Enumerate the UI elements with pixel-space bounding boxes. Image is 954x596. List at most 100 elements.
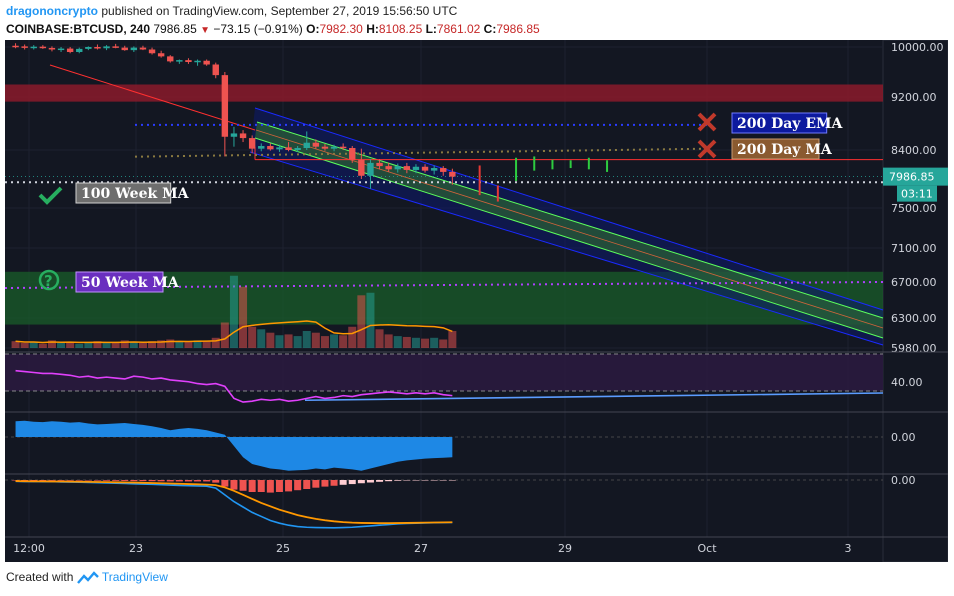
volume-bar bbox=[47, 340, 56, 348]
volume-bar bbox=[239, 286, 248, 348]
macd-hist-bar bbox=[321, 480, 329, 487]
volume-bar bbox=[84, 342, 93, 348]
macd-hist-bar bbox=[39, 480, 47, 481]
macd-hist-bar bbox=[166, 480, 174, 482]
published-text: published on TradingView.com, September … bbox=[101, 4, 458, 18]
tradingview-brand[interactable]: TradingView bbox=[101, 570, 168, 584]
time-tick-label: 23 bbox=[129, 542, 143, 555]
candle-body bbox=[330, 146, 338, 149]
macd-hist-bar bbox=[421, 480, 429, 481]
volume-bar bbox=[393, 336, 402, 348]
wma100-label: 100 Week MA bbox=[75, 182, 190, 204]
wma50-label-box bbox=[75, 271, 164, 293]
macd-hist-bar bbox=[275, 480, 283, 492]
volume-bar bbox=[302, 331, 311, 348]
candle-body bbox=[48, 47, 56, 50]
macd-hist-bar bbox=[357, 480, 365, 484]
macd-hist-bar bbox=[348, 480, 356, 485]
price-tick-label: 9200.00 bbox=[891, 91, 937, 104]
macd-hist-bar bbox=[312, 480, 320, 488]
countdown-tag bbox=[897, 185, 937, 202]
footer: Created with TradingView bbox=[6, 570, 168, 585]
ema200-label-text: 200 Day EMA bbox=[737, 116, 843, 132]
macd-hist-bar bbox=[21, 480, 29, 481]
candle-body bbox=[167, 56, 174, 62]
price-tick-label: 5980.00 bbox=[891, 342, 937, 355]
candle-body bbox=[294, 148, 301, 150]
candle-body bbox=[285, 147, 292, 150]
candle-body bbox=[139, 47, 147, 50]
candle-body bbox=[321, 146, 329, 149]
countdown-text: 03:11 bbox=[901, 188, 933, 201]
macd-hist-bar bbox=[175, 480, 183, 482]
volume-bar bbox=[75, 343, 84, 348]
price-tick-label: 6300.00 bbox=[891, 312, 937, 325]
author-name[interactable]: dragononcrypto bbox=[6, 4, 98, 18]
projected-candles bbox=[478, 156, 609, 202]
channel-top-line bbox=[254, 107, 884, 311]
ema200-label: 200 Day EMA bbox=[731, 112, 843, 134]
candle-body bbox=[239, 133, 247, 139]
red-resistance-zone bbox=[5, 84, 883, 102]
volume-bar bbox=[439, 339, 448, 348]
macd-hist-bar bbox=[376, 480, 384, 482]
candle-body bbox=[358, 159, 365, 176]
macd-hist-bar bbox=[121, 480, 129, 481]
volume-bar bbox=[402, 336, 411, 348]
candle-body bbox=[449, 171, 456, 177]
volume-bar bbox=[357, 295, 366, 348]
candle-body bbox=[258, 146, 265, 149]
volume-bar bbox=[129, 342, 138, 348]
volume-bar bbox=[384, 334, 393, 348]
wma100-label-box bbox=[75, 182, 172, 204]
oscillator-area bbox=[15, 420, 453, 471]
last-price-tag bbox=[883, 167, 948, 186]
volume-bar bbox=[66, 342, 75, 348]
volume-bar bbox=[20, 342, 29, 348]
wma50-label-text: 50 Week MA bbox=[81, 275, 180, 291]
candle-body bbox=[303, 142, 310, 149]
volume-bar bbox=[57, 342, 66, 348]
macd-hist-bar bbox=[266, 480, 274, 493]
volume-bar bbox=[348, 326, 357, 348]
candle-body bbox=[403, 166, 411, 170]
candle-body bbox=[94, 47, 101, 49]
open-value: 7982.30 bbox=[319, 22, 363, 36]
volume-bar bbox=[148, 341, 157, 348]
volume-bar bbox=[284, 334, 293, 348]
volume-bar bbox=[320, 336, 329, 348]
rsi-tick-label: 40.00 bbox=[891, 376, 923, 389]
open-label: O: bbox=[306, 22, 320, 36]
macd-hist-bar bbox=[303, 480, 311, 489]
low-value: 7861.02 bbox=[436, 22, 481, 36]
wma50-line bbox=[5, 281, 884, 289]
candle-body bbox=[176, 60, 183, 62]
price-tick-label: 10000.00 bbox=[891, 41, 944, 54]
ma200-x-icon bbox=[697, 139, 717, 159]
candle-body bbox=[385, 166, 392, 170]
macd-hist-bar bbox=[430, 480, 438, 481]
ema200-x-icon-stroke bbox=[697, 112, 717, 132]
question-glyph: ? bbox=[44, 272, 53, 290]
rsi-trendline bbox=[304, 392, 884, 402]
time-tick-label: 3 bbox=[845, 542, 852, 555]
macd-hist-bar bbox=[339, 480, 347, 485]
macd-hist-bar bbox=[75, 480, 83, 481]
volume-bar bbox=[120, 340, 129, 348]
volume-bar bbox=[375, 329, 384, 348]
macd-hist-bar bbox=[12, 480, 20, 481]
trading-chart[interactable]: 200 Day EMA 200 Day MA 100 Week MA 50 Week … bbox=[5, 40, 948, 562]
volume-bar bbox=[339, 335, 348, 348]
candle-body bbox=[112, 46, 119, 48]
candle-body bbox=[412, 166, 420, 170]
macd-hist-bar bbox=[130, 480, 138, 482]
volume-bar bbox=[93, 341, 102, 348]
candle-body bbox=[212, 64, 219, 76]
candle-body bbox=[248, 138, 256, 149]
channel-bottom-line bbox=[249, 151, 884, 346]
volume-bar bbox=[29, 342, 38, 348]
candle-body bbox=[367, 162, 374, 176]
volume-bar bbox=[193, 340, 202, 348]
macd-hist-bar bbox=[385, 480, 393, 482]
volume-bar bbox=[211, 337, 220, 348]
